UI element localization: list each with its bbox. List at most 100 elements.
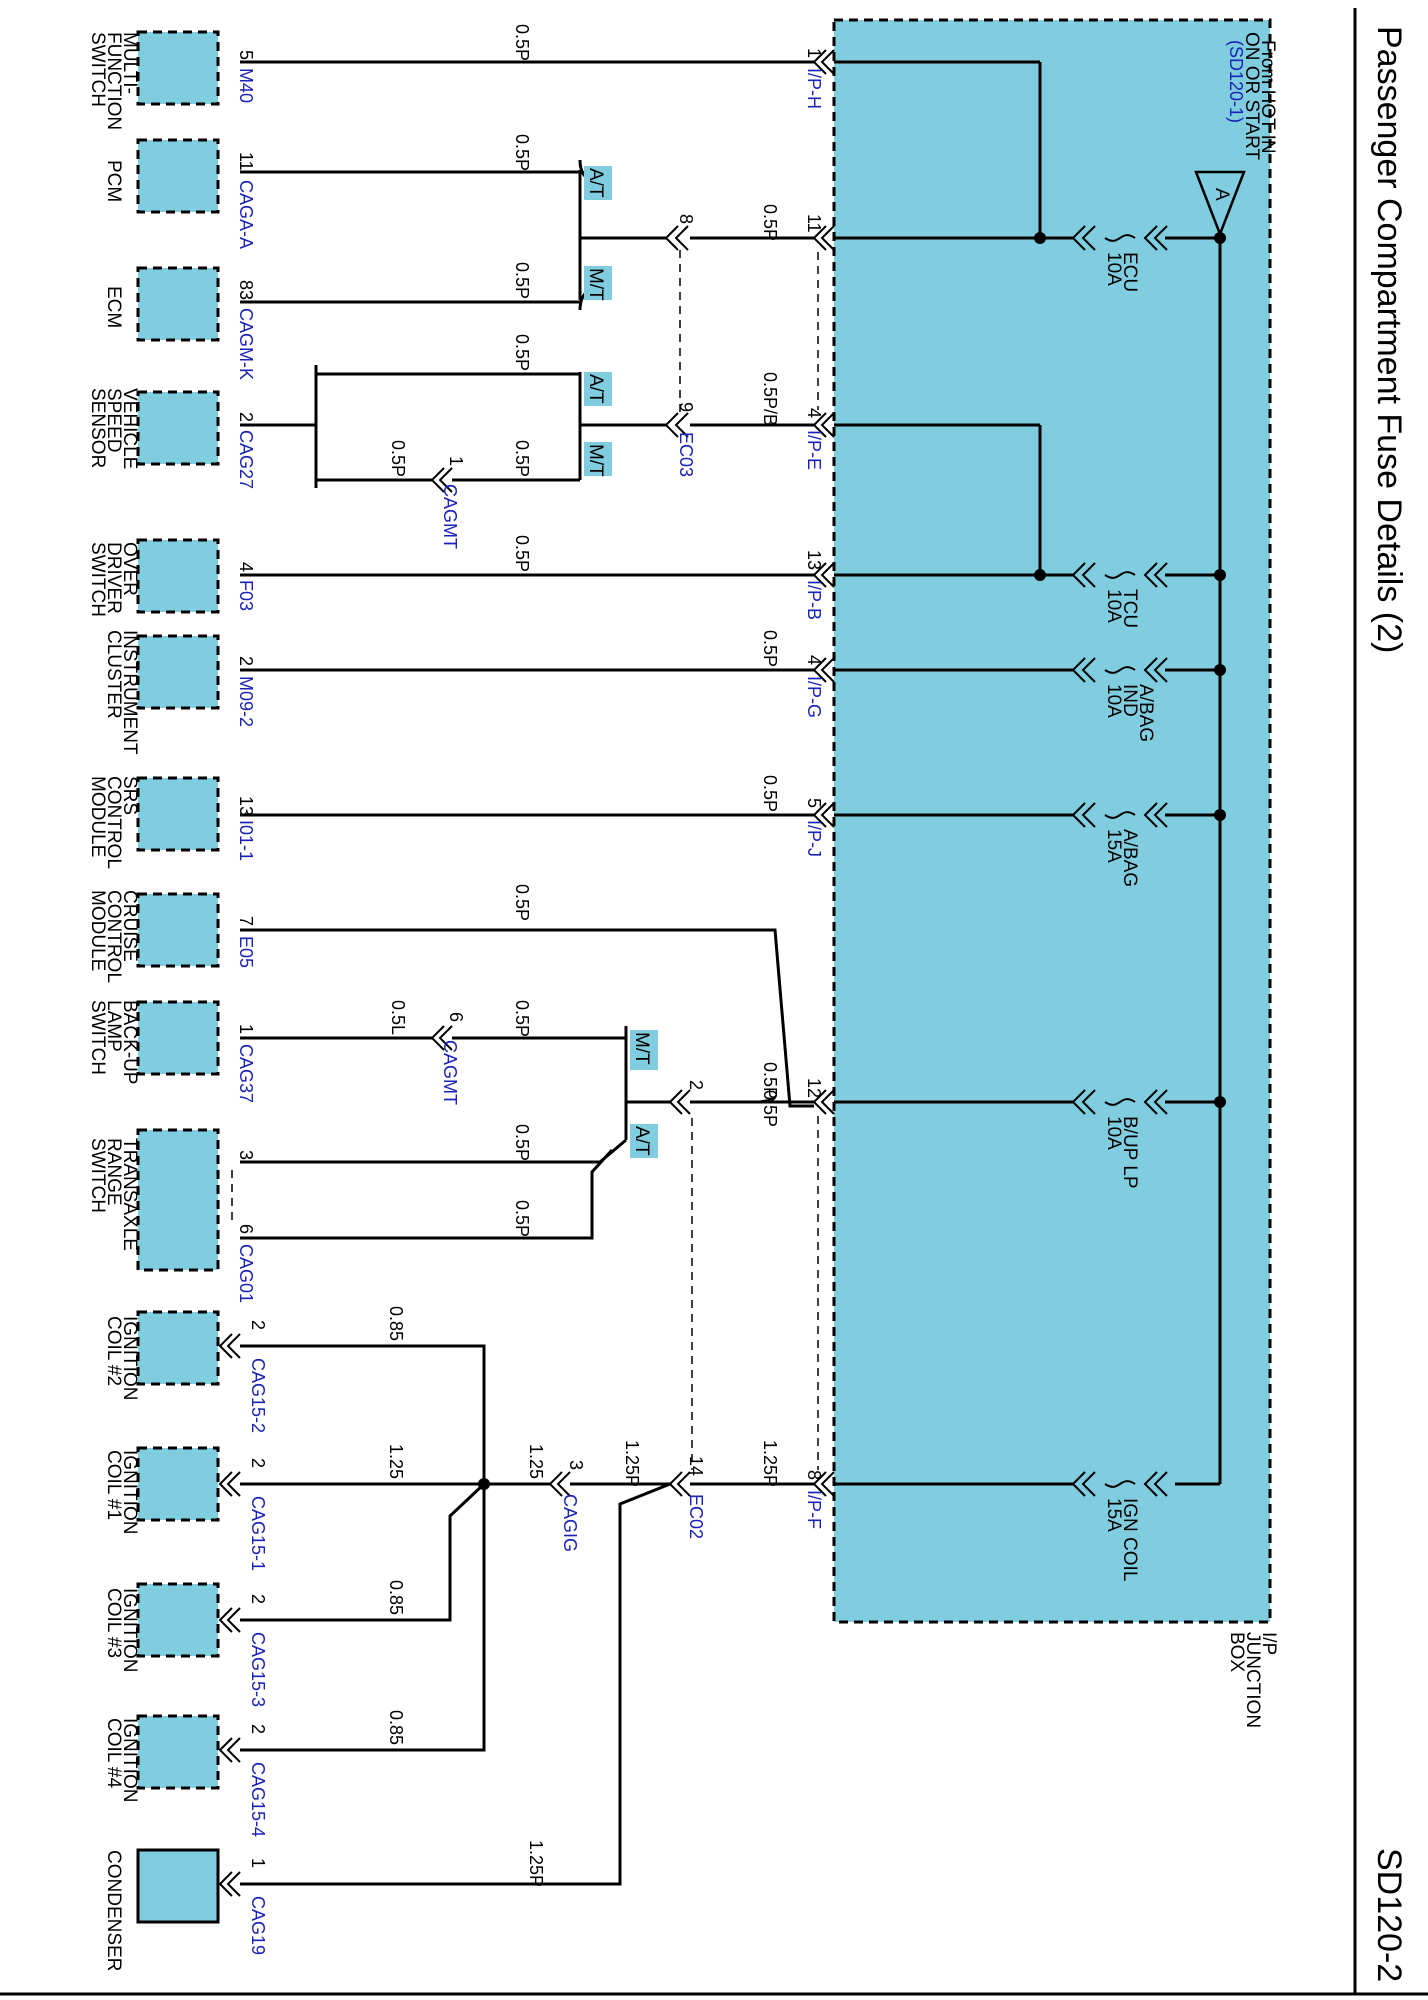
- jb-conn-6: I/P-J: [804, 820, 824, 857]
- cagmt-label-2: CAGMT: [440, 1040, 460, 1105]
- fuse-ign-coil: [834, 1471, 1168, 1497]
- tag-at-1: [584, 166, 612, 200]
- wire-label-11: 0.5P: [760, 775, 780, 812]
- fuse-bup-lp-name: B/UP LP: [1119, 1116, 1140, 1189]
- comp-conn-14: CAG15-4: [248, 1762, 268, 1837]
- component-bup-label: BACK-UP LAMP SWITCH: [87, 1000, 140, 1084]
- component-cruise-label: CRUISE CONTROL MODULE: [87, 890, 140, 983]
- wire-label-22: 1.25P: [622, 1440, 642, 1487]
- jb-pin-8: 8: [804, 1470, 824, 1480]
- wire-cruise: [240, 928, 814, 1108]
- component-coil3-box: [136, 1582, 220, 1658]
- component-coil1-box: [136, 1446, 220, 1522]
- cagmt-pin-1: 1: [446, 456, 466, 466]
- comp-pin-4: 2: [236, 412, 256, 422]
- comp-conn-12: CAG15-1: [248, 1496, 268, 1571]
- svg-text:FUNCTION: FUNCTION: [103, 32, 124, 130]
- wire-label-9: 0.5P: [512, 535, 532, 572]
- jb-pin-2: 11: [804, 214, 824, 233]
- tag-at-3: [630, 1124, 658, 1158]
- jb-pin-6: 5: [804, 798, 824, 808]
- source-label-2: ON OR START: [1241, 32, 1262, 160]
- comp-conn-3: CAGM-K: [236, 308, 256, 380]
- wire-tr-3: [240, 1138, 627, 1164]
- svg-text:OVER: OVER: [119, 542, 140, 596]
- cagmt-pin-2: 6: [446, 1012, 466, 1022]
- wire-label-17: 0.5P: [512, 1200, 532, 1237]
- source-ref: (SD120-1): [1226, 40, 1246, 123]
- component-ecm-box: [136, 266, 220, 342]
- cagig-connector: [548, 1471, 571, 1497]
- wire-label-10: 0.5P: [760, 630, 780, 667]
- wire-label-13: 0.5P: [760, 1062, 780, 1099]
- component-tr-label: TRANSAXLE RANGE SWITCH: [87, 1138, 140, 1251]
- jb-pin-4: 13: [804, 550, 824, 570]
- svg-text:BACK-UP: BACK-UP: [119, 1000, 140, 1084]
- ip-junction-box: [832, 18, 1272, 1624]
- wire-label-6: 0.5P/B: [760, 372, 780, 426]
- component-tr-box: [136, 1128, 220, 1272]
- wire-label-16: 0.5P: [512, 1124, 532, 1161]
- wire-label-24: 0.85: [386, 1580, 406, 1615]
- component-coil3-label: IGNITION COIL #3: [103, 1588, 140, 1672]
- svg-text:SWITCH: SWITCH: [87, 32, 108, 107]
- svg-text:VEHICLE: VEHICLE: [119, 388, 140, 469]
- svg-text:SRS: SRS: [119, 776, 140, 815]
- variant-at-2: A/T: [585, 374, 606, 404]
- fuse-bup-lp: [834, 1089, 1220, 1115]
- component-coil1-label: IGNITION COIL #1: [103, 1450, 140, 1534]
- comp-pin-13: 2: [248, 1594, 268, 1604]
- wire-label-1: 0.5P: [512, 24, 532, 61]
- wire-label-25: 0.85: [386, 1710, 406, 1745]
- wire-label-7: 0.5P: [512, 440, 532, 477]
- wire-label-8: 0.5P: [388, 440, 408, 477]
- ec03-connector-a: [664, 225, 689, 251]
- component-srs-label: SRS CONTROL MODULE: [87, 776, 140, 869]
- svg-text:CONTROL: CONTROL: [103, 776, 124, 869]
- wire-label-4: 0.5P: [760, 204, 780, 241]
- ec02-pin-b: 14: [686, 1456, 706, 1476]
- comp-pin-3: 83: [236, 280, 256, 300]
- junction-box-label-2: JUNCTION: [1242, 1632, 1263, 1728]
- component-vss-box: [136, 390, 220, 466]
- jb-conn-4: I/P-B: [804, 580, 824, 620]
- comp-pin-8: 7: [236, 916, 256, 926]
- component-cruise-box: [136, 892, 220, 968]
- jb-conn-8: I/P-F: [804, 1490, 824, 1529]
- wire-coil-3: [240, 1482, 486, 1622]
- wire-label-18: 0.5P: [760, 1090, 780, 1127]
- component-mfs-label: MULTI- FUNCTION SWITCH: [87, 32, 140, 130]
- wire-label-3: 0.5P: [512, 262, 532, 299]
- fuse-tcu-name: TCU: [1119, 589, 1140, 628]
- wire-label-12: 0.5P: [512, 884, 532, 921]
- fuse-abag-ind-name: A/BAG: [1135, 684, 1156, 742]
- svg-text:SENSOR: SENSOR: [87, 388, 108, 468]
- wire-label-23: 1.25P: [760, 1440, 780, 1487]
- source-symbol: A: [1211, 188, 1232, 201]
- comp-conn-11: CAG15-2: [248, 1358, 268, 1433]
- svg-text:COIL #1: COIL #1: [103, 1450, 124, 1520]
- fuse-abag-ind-rating: 10A: [1103, 684, 1124, 718]
- comp-conn-4: CAG27: [236, 430, 256, 489]
- cagig-label: CAGIG: [560, 1494, 580, 1552]
- jb-conn-5: I/P-G: [804, 676, 824, 718]
- svg-text:CONTROL: CONTROL: [103, 890, 124, 983]
- svg-text:LAMP: LAMP: [103, 1000, 124, 1052]
- fuse-ign-coil-name: IGN COIL: [1119, 1498, 1140, 1581]
- fuse-abag-ind: [834, 657, 1220, 683]
- svg-text:IGNITION: IGNITION: [119, 1450, 140, 1534]
- fuse-ecu: [1040, 225, 1220, 251]
- tag-mt-3: [630, 1030, 658, 1070]
- jb-pin-1: 1: [804, 48, 824, 58]
- component-bup-box: [136, 1000, 220, 1076]
- svg-text:COIL #4: COIL #4: [103, 1718, 124, 1788]
- page-code: SD120-2: [1370, 1848, 1408, 1982]
- jb-pin-connectors: [812, 49, 835, 1497]
- wire-label-14: 0.5L: [388, 1000, 408, 1035]
- svg-text:IGNITION: IGNITION: [119, 1718, 140, 1802]
- ec02-label: EC02: [686, 1494, 706, 1539]
- svg-text:COIL #2: COIL #2: [103, 1316, 124, 1386]
- junction-box-label-3: BOX: [1226, 1632, 1247, 1672]
- fuse-ecu-name: ECU: [1119, 252, 1140, 292]
- wire-coil-4: [240, 1484, 486, 1752]
